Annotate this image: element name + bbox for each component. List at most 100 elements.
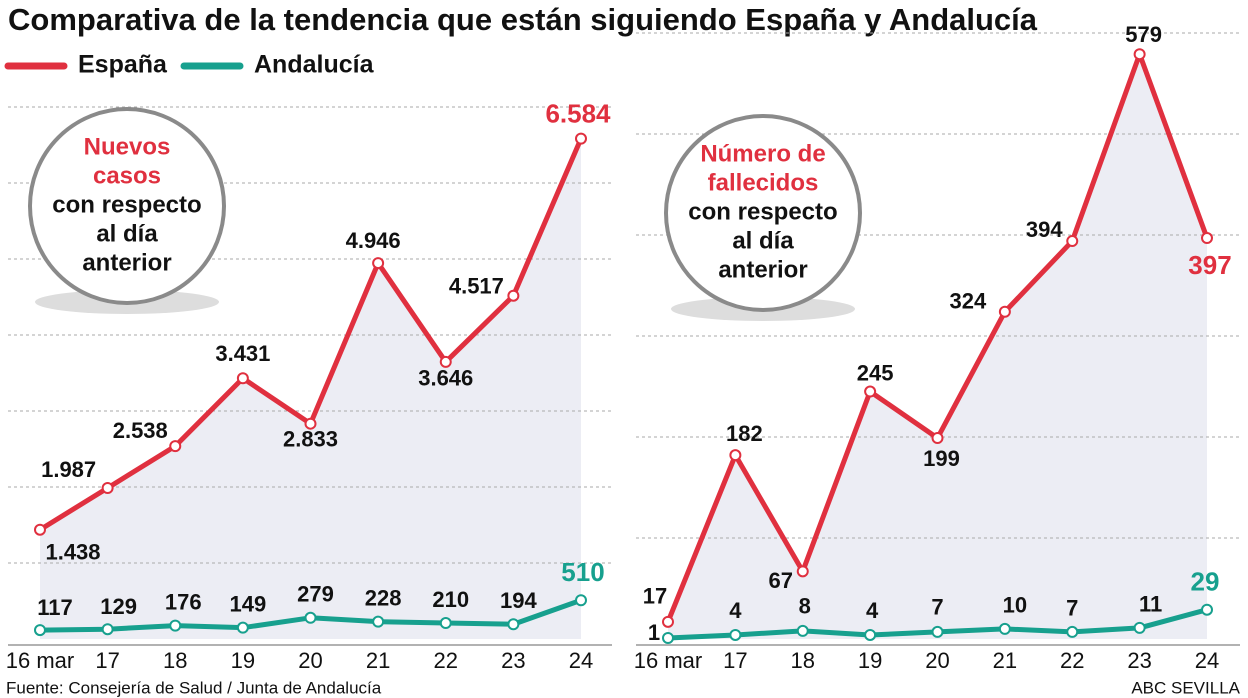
x-tick-label: 23 — [1127, 648, 1151, 673]
point — [1066, 235, 1079, 248]
point — [796, 565, 809, 578]
data-label: 4.946 — [346, 228, 401, 253]
x-tick-label: 23 — [501, 648, 525, 673]
data-label: 2.833 — [283, 427, 338, 452]
point — [1133, 621, 1146, 634]
data-label: 210 — [432, 587, 469, 612]
annotation-text: anterior — [82, 249, 171, 276]
x-tick-label: 24 — [569, 648, 593, 673]
data-label: 199 — [923, 446, 960, 471]
data-label: 7 — [1066, 596, 1078, 621]
point — [575, 132, 587, 145]
point — [729, 628, 742, 641]
point — [236, 621, 249, 634]
data-label: 3.646 — [418, 366, 473, 391]
data-label: 579 — [1125, 22, 1162, 47]
data-label: 1 — [648, 620, 660, 645]
data-label: 228 — [365, 585, 402, 610]
data-label: 8 — [799, 594, 811, 619]
annotation-text: anterior — [718, 256, 807, 283]
annotation-text: al día — [732, 227, 794, 254]
data-label: 194 — [500, 588, 537, 613]
source: Fuente: Consejería de Salud / Junta de A… — [6, 678, 382, 697]
x-tick-label: 21 — [366, 648, 390, 673]
point — [439, 355, 452, 368]
data-label: 324 — [950, 289, 987, 314]
data-label: 11 — [1139, 592, 1162, 617]
x-tick-label: 16 mar — [634, 648, 702, 673]
point — [169, 440, 182, 453]
data-label: 29 — [1191, 567, 1220, 597]
x-tick-label: 22 — [1060, 648, 1084, 673]
point — [304, 417, 317, 430]
point — [169, 619, 182, 632]
data-label: 2.538 — [113, 418, 168, 443]
point — [439, 617, 452, 630]
chart-title: Comparativa de la tendencia que están si… — [8, 2, 1038, 37]
point — [236, 372, 249, 385]
data-label: 17 — [643, 584, 667, 609]
annotation-text: Nuevos — [84, 133, 171, 160]
point — [864, 628, 877, 641]
annotation-text: al día — [96, 220, 158, 247]
point — [1201, 603, 1213, 616]
data-label: 182 — [726, 421, 763, 446]
point — [372, 615, 385, 628]
annotation-circle — [28, 107, 226, 305]
data-label: 397 — [1188, 250, 1231, 280]
point — [1133, 48, 1146, 61]
data-label: 67 — [769, 568, 793, 593]
point — [575, 594, 587, 607]
x-tick-label: 20 — [298, 648, 322, 673]
x-tick-label: 16 mar — [6, 648, 74, 673]
point — [662, 631, 674, 644]
data-label: 510 — [561, 557, 604, 587]
point — [1201, 232, 1213, 245]
x-tick-label: 24 — [1195, 648, 1219, 673]
data-label: 10 — [1003, 593, 1027, 618]
data-label: 6.584 — [545, 98, 611, 128]
point — [34, 624, 46, 637]
data-label: 279 — [297, 582, 334, 607]
legend-label: España — [78, 51, 168, 79]
x-tick-label: 20 — [925, 648, 949, 673]
data-label: 245 — [857, 360, 894, 385]
point — [34, 523, 46, 536]
point — [101, 623, 114, 636]
data-label: 4.517 — [449, 274, 504, 299]
data-label: 176 — [165, 589, 202, 614]
point — [372, 257, 385, 270]
x-tick-label: 19 — [858, 648, 882, 673]
data-label: 3.431 — [215, 341, 270, 366]
annotation-circle — [664, 114, 862, 312]
x-tick-label: 18 — [791, 648, 815, 673]
point — [998, 305, 1011, 318]
annotation-text: Número de — [700, 140, 825, 167]
data-label: 1.987 — [41, 457, 96, 482]
data-label: 394 — [1026, 217, 1063, 242]
x-tick-label: 22 — [434, 648, 458, 673]
x-tick-label: 21 — [993, 648, 1017, 673]
x-tick-label: 17 — [723, 648, 747, 673]
legend-label: Andalucía — [254, 51, 375, 79]
annotation-text: con respecto — [52, 191, 201, 218]
point — [101, 481, 114, 494]
data-label: 129 — [100, 594, 137, 619]
data-label: 4 — [866, 598, 879, 623]
data-label: 117 — [37, 595, 73, 620]
data-label: 7 — [931, 595, 943, 620]
x-tick-label: 19 — [231, 648, 255, 673]
point — [864, 385, 877, 398]
point — [507, 289, 520, 302]
data-label: 4 — [729, 598, 742, 623]
data-label: 1.438 — [45, 540, 100, 565]
point — [998, 622, 1011, 635]
point — [304, 611, 317, 624]
annotation-text: fallecidos — [708, 169, 819, 196]
point — [931, 432, 944, 445]
point — [931, 625, 944, 638]
area — [668, 54, 1207, 639]
point — [507, 618, 520, 631]
data-label: 149 — [230, 591, 267, 616]
